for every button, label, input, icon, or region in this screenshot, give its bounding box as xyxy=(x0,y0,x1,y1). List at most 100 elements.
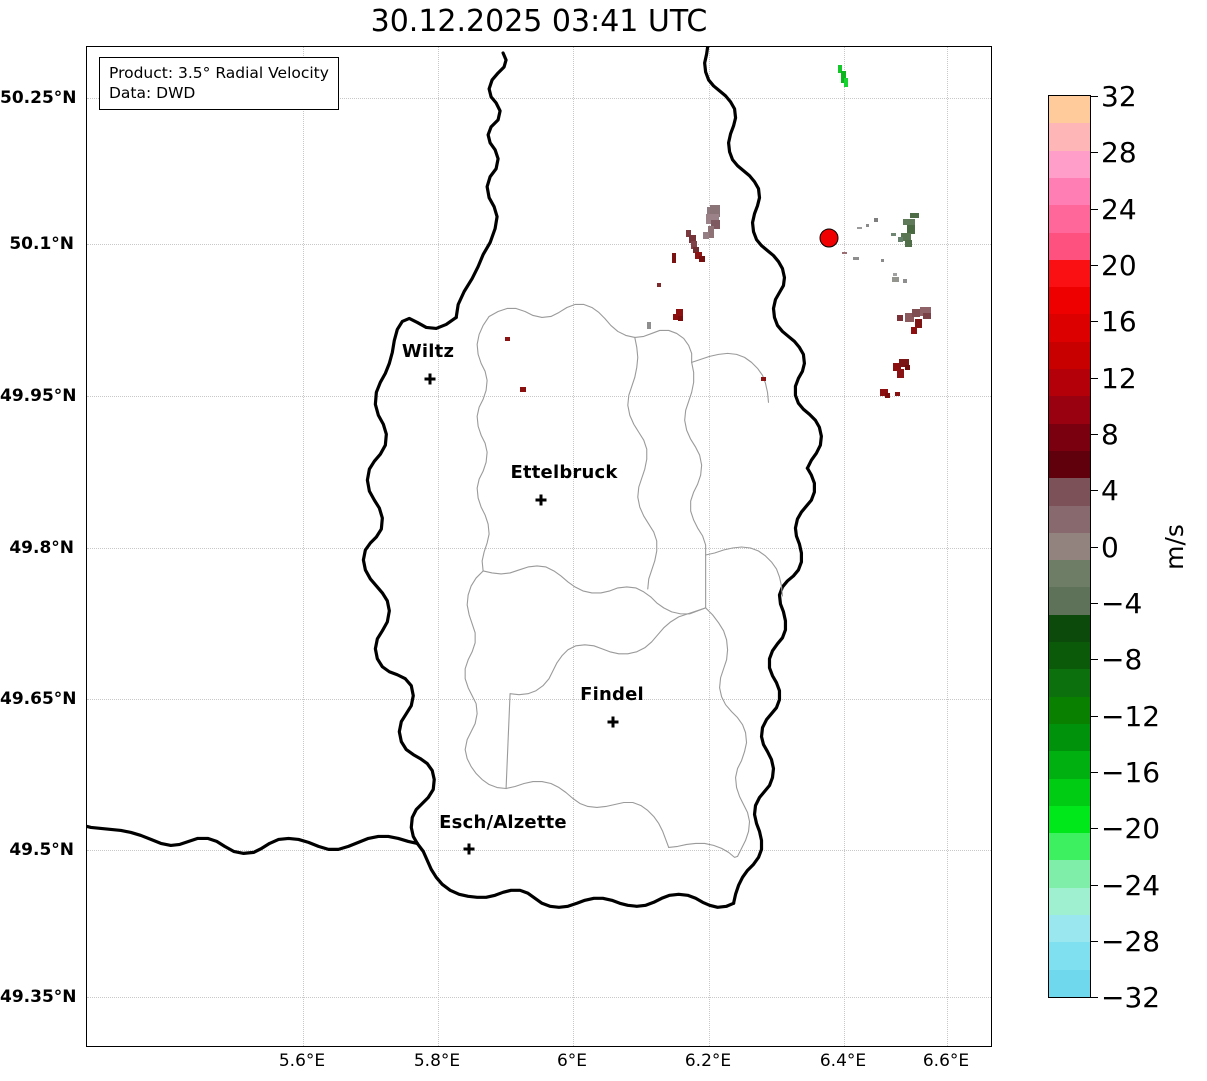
colorbar-tick xyxy=(1091,209,1098,210)
border-southeast xyxy=(731,466,816,905)
colorbar-band--28 xyxy=(1049,915,1090,943)
radar-echo-pixel xyxy=(903,279,907,283)
radar-echo-pixel xyxy=(901,233,911,241)
radar-echo-pixel xyxy=(880,389,888,396)
colorbar-label-m28: −28 xyxy=(1101,925,1161,958)
canton-boundary xyxy=(684,361,707,556)
colorbar-band-30 xyxy=(1049,123,1090,152)
colorbar-band-6 xyxy=(1049,450,1090,479)
canton-boundary xyxy=(705,607,751,857)
colorbar-band--24 xyxy=(1049,860,1090,889)
colorbar-band--20 xyxy=(1049,805,1090,834)
colorbar-band--32 xyxy=(1049,969,1090,997)
radar-echo-pixel xyxy=(897,369,904,378)
xtick-label-58: 5.8°E xyxy=(413,1051,461,1071)
radar-echo-pixel xyxy=(703,232,709,239)
radar-echo-pixel xyxy=(844,78,848,87)
colorbar-label-m32: −32 xyxy=(1101,981,1161,1014)
radar-echo-pixel xyxy=(505,337,510,341)
colorbar-band-2 xyxy=(1049,505,1090,534)
radar-echo-pixel xyxy=(676,309,683,316)
colorbar[interactable] xyxy=(1048,95,1091,998)
colorbar-label-8: 8 xyxy=(1101,418,1119,451)
border-southwest xyxy=(87,824,419,855)
radar-echo-pixel xyxy=(881,259,884,262)
colorbar-label-m20: −20 xyxy=(1101,812,1161,845)
radar-echo-pixel xyxy=(898,237,903,242)
colorbar-tick xyxy=(1091,378,1098,379)
border-east xyxy=(703,47,823,470)
colorbar-label-0: 0 xyxy=(1101,531,1119,564)
radar-echo-pixel xyxy=(905,240,912,247)
radar-echo-pixel xyxy=(693,247,699,253)
radar-echo-pixel xyxy=(897,315,903,321)
radar-echo-pixel xyxy=(895,392,900,396)
radar-echo-pixel xyxy=(761,377,766,381)
colorbar-band-10 xyxy=(1049,396,1090,425)
ytick-label-495: 49.5°N xyxy=(9,840,74,860)
canton-boundary xyxy=(691,352,770,403)
radar-echo-pixel xyxy=(899,359,909,367)
radar-echo-pixel xyxy=(689,235,696,243)
radar-echo-pixel xyxy=(647,322,651,329)
info-box: Product: 3.5° Radial Velocity Data: DWD xyxy=(99,57,339,110)
radar-echo-pixel xyxy=(678,316,683,321)
colorbar-band-14 xyxy=(1049,341,1090,370)
radar-echo-pixel xyxy=(708,226,714,238)
colorbar-label-m8: −8 xyxy=(1101,643,1143,676)
radar-echo-pixel xyxy=(710,205,720,217)
colorbar-band-4 xyxy=(1049,478,1090,507)
colorbar-label-m12: −12 xyxy=(1101,700,1161,733)
colorbar-band--16 xyxy=(1049,751,1090,780)
border-south xyxy=(415,841,736,909)
radar-echo-pixel xyxy=(912,309,920,317)
xtick-label-60: 6°E xyxy=(556,1051,588,1071)
canton-boundary xyxy=(668,842,739,858)
radar-map-plot[interactable]: Wiltz Ettelbruck Findel Esch/Alzette Pro… xyxy=(86,46,992,1047)
colorbar-tick xyxy=(1091,265,1098,266)
gridline-horizontal xyxy=(87,548,991,549)
radar-echo-pixel xyxy=(893,273,897,276)
city-label-wiltz: Wiltz xyxy=(401,341,455,362)
radar-echo-pixel xyxy=(874,218,878,222)
radar-echo-pixel xyxy=(923,313,931,319)
radar-echo-pixel xyxy=(911,327,917,334)
radar-echo-pixel xyxy=(885,393,890,398)
colorbar-tick xyxy=(1091,152,1098,153)
radar-echo-pixel xyxy=(842,252,847,254)
info-data-line: Data: DWD xyxy=(109,84,196,102)
canton-boundary xyxy=(482,554,707,615)
colorbar-label-32: 32 xyxy=(1101,80,1137,113)
radar-echo-pixel xyxy=(866,224,869,227)
gridline-vertical xyxy=(709,47,710,1046)
gridline-horizontal xyxy=(87,850,991,851)
city-label-esch-alzette: Esch/Alzette xyxy=(439,812,567,833)
colorbar-tick xyxy=(1091,716,1098,717)
radar-echo-pixel xyxy=(905,313,914,322)
colorbar-band-28 xyxy=(1049,150,1090,179)
radar-echo-pixel xyxy=(910,213,919,218)
colorbar-label-m24: −24 xyxy=(1101,869,1161,902)
canton-boundary xyxy=(505,780,670,848)
radar-site-marker[interactable] xyxy=(819,228,839,248)
gridline-horizontal xyxy=(87,244,991,245)
border-luxembourg xyxy=(454,51,508,320)
colorbar-band--6 xyxy=(1049,614,1090,643)
gridline-horizontal xyxy=(87,396,991,397)
city-marker-findel xyxy=(607,716,619,728)
canton-boundary xyxy=(505,607,707,790)
ytick-label-4965: 49.65°N xyxy=(0,689,77,709)
colorbar-band-24 xyxy=(1049,205,1090,234)
radar-echo-pixel xyxy=(915,319,922,328)
ytick-label-4935: 49.35°N xyxy=(0,987,77,1007)
ytick-label-498: 49.8°N xyxy=(9,538,74,558)
gridline-vertical xyxy=(303,47,304,1046)
radar-echo-pixel xyxy=(691,241,697,249)
radar-echo-pixel xyxy=(857,227,862,229)
colorbar-tick xyxy=(1091,659,1098,660)
radar-echo-pixel xyxy=(686,230,691,237)
colorbar-band-16 xyxy=(1049,314,1090,343)
radar-echo-pixel xyxy=(891,233,896,236)
xtick-label-56: 5.6°E xyxy=(278,1051,326,1071)
radar-echo-pixel xyxy=(699,256,705,262)
